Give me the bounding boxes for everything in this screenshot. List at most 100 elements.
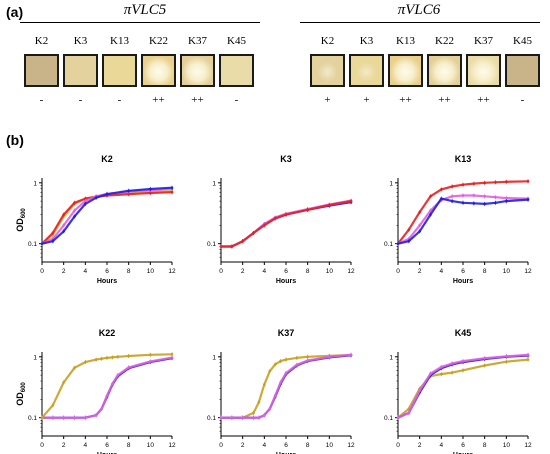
data-point-k37-2 bbox=[295, 363, 299, 367]
data-point-k2-3 bbox=[40, 242, 44, 245]
series-line-k45-2 bbox=[396, 353, 530, 419]
data-point-k22-2 bbox=[100, 357, 103, 361]
data-point-k22-1 bbox=[170, 356, 174, 359]
data-point-k37-2 bbox=[273, 394, 277, 397]
data-point-k13-2 bbox=[526, 198, 530, 201]
y-tick-label-k2: 0.1 bbox=[28, 241, 37, 248]
data-point-k2-1 bbox=[51, 231, 55, 235]
x-tick-label-k22: 8 bbox=[127, 442, 131, 449]
series-line-k3-0 bbox=[219, 201, 353, 248]
y-tick-label-k37: 0.1 bbox=[207, 415, 216, 422]
series-line-k2-3 bbox=[40, 186, 174, 245]
plate-k2 bbox=[24, 54, 59, 87]
series-line-k37-1 bbox=[219, 354, 353, 419]
strain-label-k3: K3 bbox=[73, 35, 88, 47]
x-tick-label-k3: 10 bbox=[326, 268, 334, 275]
x-tick-label-k45: 10 bbox=[503, 442, 511, 449]
strain-label-k45: K45 bbox=[513, 35, 532, 47]
x-axis-label-k22: Hours bbox=[97, 452, 117, 454]
strain-label-k2: K2 bbox=[320, 35, 335, 47]
phage-title-vlc5: πVLC5 bbox=[123, 2, 167, 18]
x-tick-label-k45: 2 bbox=[418, 442, 422, 449]
data-point-k2-1 bbox=[62, 213, 65, 216]
y-tick-label-k45: 1 bbox=[389, 354, 393, 361]
data-point-k37-0 bbox=[257, 400, 261, 404]
x-axis-label-k2: Hours bbox=[97, 278, 117, 285]
data-point-k13-2 bbox=[440, 197, 443, 200]
x-axis-label-k45: Hours bbox=[453, 452, 473, 454]
x-tick-label-k37: 4 bbox=[263, 442, 267, 449]
data-point-k13-2 bbox=[483, 202, 486, 206]
panel-b-label: (b) bbox=[6, 132, 24, 148]
data-point-k13-0 bbox=[418, 210, 421, 214]
strain-label-k3: K3 bbox=[359, 35, 374, 47]
x-tick-label-k2: 8 bbox=[127, 268, 131, 275]
x-tick-label-k2: 6 bbox=[105, 268, 109, 275]
data-point-k13-0 bbox=[483, 181, 486, 185]
data-point-k22-2 bbox=[62, 381, 65, 384]
plate-k45 bbox=[505, 54, 540, 87]
data-point-k3-2 bbox=[241, 239, 244, 243]
data-point-k13-0 bbox=[505, 180, 508, 184]
chart-title-k13: K13 bbox=[455, 154, 472, 164]
data-point-k13-0 bbox=[450, 185, 454, 188]
data-point-k22-1 bbox=[116, 373, 120, 377]
x-tick-label-k2: 10 bbox=[147, 268, 155, 275]
data-point-k22-2 bbox=[105, 356, 109, 360]
strain-label-k22: K22 bbox=[435, 35, 454, 47]
data-point-k2-3 bbox=[170, 186, 174, 190]
lysis-score-k45: - bbox=[234, 94, 239, 106]
x-tick-label-k22: 2 bbox=[62, 442, 66, 449]
plate-k13 bbox=[102, 54, 137, 87]
data-point-k45-0 bbox=[461, 369, 465, 372]
data-point-k2-2 bbox=[84, 199, 87, 203]
strain-label-k13: K13 bbox=[396, 35, 415, 47]
strain-label-k22: K22 bbox=[149, 35, 168, 47]
data-point-k45-2 bbox=[407, 411, 411, 415]
x-tick-label-k2: 12 bbox=[168, 268, 176, 275]
plate-k37 bbox=[180, 54, 215, 87]
data-point-k3-2 bbox=[306, 208, 309, 212]
data-point-k37-2 bbox=[328, 355, 331, 359]
data-point-k13-1 bbox=[505, 196, 508, 200]
y-tick-label-k22: 0.1 bbox=[28, 415, 37, 422]
data-point-k45-2 bbox=[505, 354, 508, 358]
data-point-k2-3 bbox=[94, 196, 98, 199]
y-axis-label-k22: OD600 bbox=[15, 382, 27, 406]
data-point-k37-2 bbox=[263, 413, 266, 417]
x-axis-label-k13: Hours bbox=[453, 278, 473, 285]
data-point-k22-1 bbox=[51, 416, 55, 419]
data-point-k13-0 bbox=[461, 183, 465, 187]
x-tick-label-k13: 6 bbox=[461, 268, 465, 275]
data-point-k22-1 bbox=[73, 416, 76, 419]
data-point-k37-0 bbox=[279, 359, 282, 363]
lysis-score-k37: ++ bbox=[191, 94, 204, 106]
x-tick-label-k45: 12 bbox=[524, 442, 532, 449]
data-point-k3-2 bbox=[273, 217, 277, 220]
data-point-k13-2 bbox=[450, 199, 454, 203]
y-tick-label-k37: 1 bbox=[212, 354, 216, 361]
data-point-k13-1 bbox=[450, 195, 454, 198]
data-point-k37-2 bbox=[257, 416, 261, 419]
data-point-k37-0 bbox=[263, 383, 266, 386]
data-point-k45-2 bbox=[450, 362, 454, 365]
data-point-k2-1 bbox=[170, 190, 174, 194]
data-point-k13-1 bbox=[483, 195, 486, 198]
data-point-k13-0 bbox=[526, 179, 530, 183]
data-point-k13-0 bbox=[429, 195, 432, 198]
data-point-k2-3 bbox=[62, 229, 65, 233]
series-line-k13-0 bbox=[396, 180, 530, 245]
lysis-score-k13: - bbox=[117, 94, 122, 106]
plate-k22 bbox=[427, 54, 462, 87]
series-line-k13-1 bbox=[396, 194, 530, 245]
plate-k2 bbox=[310, 54, 345, 87]
data-point-k13-2 bbox=[461, 201, 465, 205]
data-point-k22-1 bbox=[62, 416, 65, 419]
data-point-k13-2 bbox=[505, 199, 508, 203]
data-point-k45-0 bbox=[483, 364, 486, 367]
x-tick-label-k3: 0 bbox=[219, 268, 223, 275]
data-point-k2-2 bbox=[62, 224, 65, 227]
data-point-k45-2 bbox=[418, 389, 421, 392]
data-point-k3-2 bbox=[219, 245, 223, 248]
